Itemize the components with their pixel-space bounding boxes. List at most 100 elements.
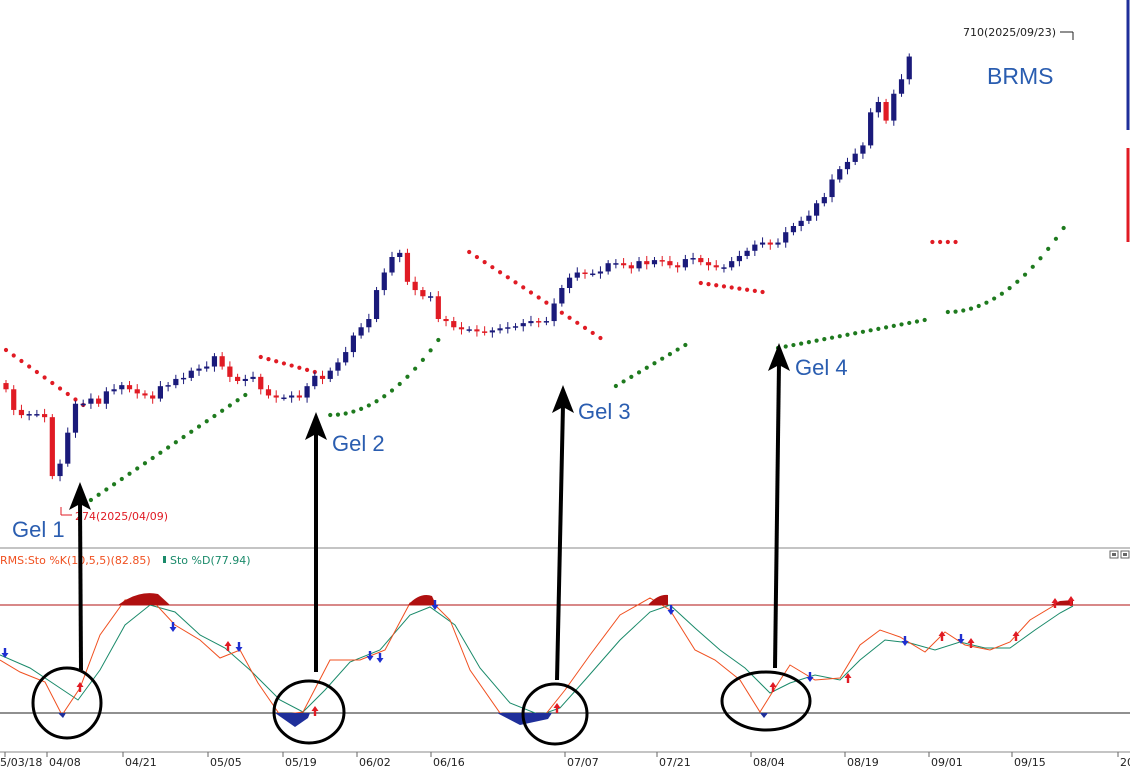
candle-body	[219, 356, 225, 367]
buy-signal-arrow	[769, 682, 777, 692]
candle-body	[80, 403, 86, 406]
sar-dot	[891, 323, 896, 328]
buy-signal-arrow	[553, 703, 561, 713]
annotation-arrow-shaft	[78, 501, 83, 671]
annotation-gel-3: Gel 3	[578, 399, 631, 424]
candle-body	[381, 272, 387, 291]
sar-dot	[907, 320, 912, 326]
sar-dot	[992, 296, 997, 301]
candle-body	[119, 385, 125, 390]
candle-body	[752, 244, 758, 251]
highlight-circle-1	[31, 666, 103, 740]
overbought-fill	[118, 593, 170, 605]
candle-body	[543, 321, 549, 323]
sar-dot	[845, 332, 850, 337]
sar-dot	[837, 334, 842, 339]
stoch-d-line	[0, 604, 1074, 716]
candle-body	[759, 242, 766, 245]
sar-dot	[590, 330, 595, 336]
buy-signal-arrow	[224, 641, 232, 651]
candle-body	[806, 215, 812, 221]
sar-dot	[945, 239, 950, 245]
sar-dot	[196, 424, 202, 429]
x-tick-label: 05/05	[210, 756, 242, 769]
sar-dot	[189, 429, 194, 434]
legend-d-swatch	[163, 556, 166, 563]
x-tick-label: 06/02	[359, 756, 391, 769]
candle-body	[319, 375, 326, 379]
candle-body	[844, 161, 851, 170]
sar-dot	[567, 315, 572, 320]
candle-body	[690, 258, 696, 260]
sar-dot	[166, 445, 171, 450]
sar-dot	[111, 482, 117, 487]
sar-dot	[1022, 272, 1028, 277]
sar-dot	[27, 364, 32, 369]
buy-signal-arrow	[1067, 596, 1075, 606]
candle-body	[134, 389, 140, 394]
annotation-arrow-shaft	[555, 404, 565, 681]
x-tick-label: 5/03/18	[0, 756, 42, 769]
candle-body	[605, 263, 611, 272]
candle-body	[289, 395, 295, 398]
candle-body	[358, 327, 364, 336]
candle-body	[18, 409, 25, 416]
sar-dot	[829, 335, 835, 340]
oversold-fill	[58, 713, 66, 718]
candle-body	[34, 414, 40, 416]
sar-dot	[706, 282, 711, 287]
sar-dot	[1030, 264, 1035, 269]
sar-dot	[73, 397, 78, 402]
sar-dot	[675, 347, 680, 352]
sar-dot	[436, 337, 441, 343]
candle-body	[327, 370, 333, 379]
oversold-fill	[760, 713, 768, 718]
candle-body	[651, 260, 658, 265]
candle-body	[783, 232, 789, 243]
sar-dot	[220, 408, 225, 413]
sar-dot	[968, 306, 974, 311]
candle-body	[227, 366, 233, 377]
sar-dot	[413, 366, 418, 371]
sell-signal-arrow	[1, 648, 9, 658]
sar-dot	[57, 386, 63, 391]
highlight-circle-4	[720, 670, 812, 732]
sell-signal-arrow	[169, 622, 177, 632]
min-price-label: 274(2025/04/09)	[75, 510, 168, 523]
sar-dot	[984, 300, 989, 305]
ticker-title: BRMS	[987, 63, 1053, 89]
buy-signal-arrow	[1012, 631, 1020, 641]
x-tick-label: 04/21	[125, 756, 157, 769]
sar-dot	[1007, 286, 1012, 291]
overbought-fill	[648, 594, 668, 605]
legend-d: Sto %D(77.94)	[170, 554, 251, 567]
x-tick-label: 09/01	[931, 756, 963, 769]
sar-dot	[119, 476, 124, 482]
candle-body	[582, 272, 588, 274]
sar-dot	[729, 285, 734, 290]
candle-body	[891, 93, 897, 121]
sell-signal-arrow	[901, 636, 909, 646]
candle-body	[250, 376, 256, 379]
sar-dot	[173, 440, 178, 445]
sar-dot	[613, 383, 618, 389]
sar-dot	[559, 310, 564, 315]
candle-body	[265, 389, 272, 396]
candle-body	[528, 321, 534, 324]
annotation-gel-4: Gel 4	[795, 355, 848, 380]
sar-dot	[127, 471, 132, 476]
annotation-arrow-head	[768, 343, 790, 371]
sar-dot	[760, 289, 765, 295]
sar-dot	[181, 434, 186, 440]
x-tick-label: 07/07	[567, 756, 599, 769]
candle-body	[775, 242, 781, 245]
sar-dot	[11, 353, 16, 358]
annotation-arrow-head	[69, 482, 91, 510]
candle-body	[173, 378, 179, 386]
sar-dot	[636, 370, 642, 375]
sar-dot	[938, 239, 943, 245]
annotation-gel-1: Gel 1	[12, 517, 65, 542]
sar-dot	[19, 358, 24, 364]
candle-body	[304, 386, 310, 398]
sell-signal-arrow	[806, 672, 814, 682]
